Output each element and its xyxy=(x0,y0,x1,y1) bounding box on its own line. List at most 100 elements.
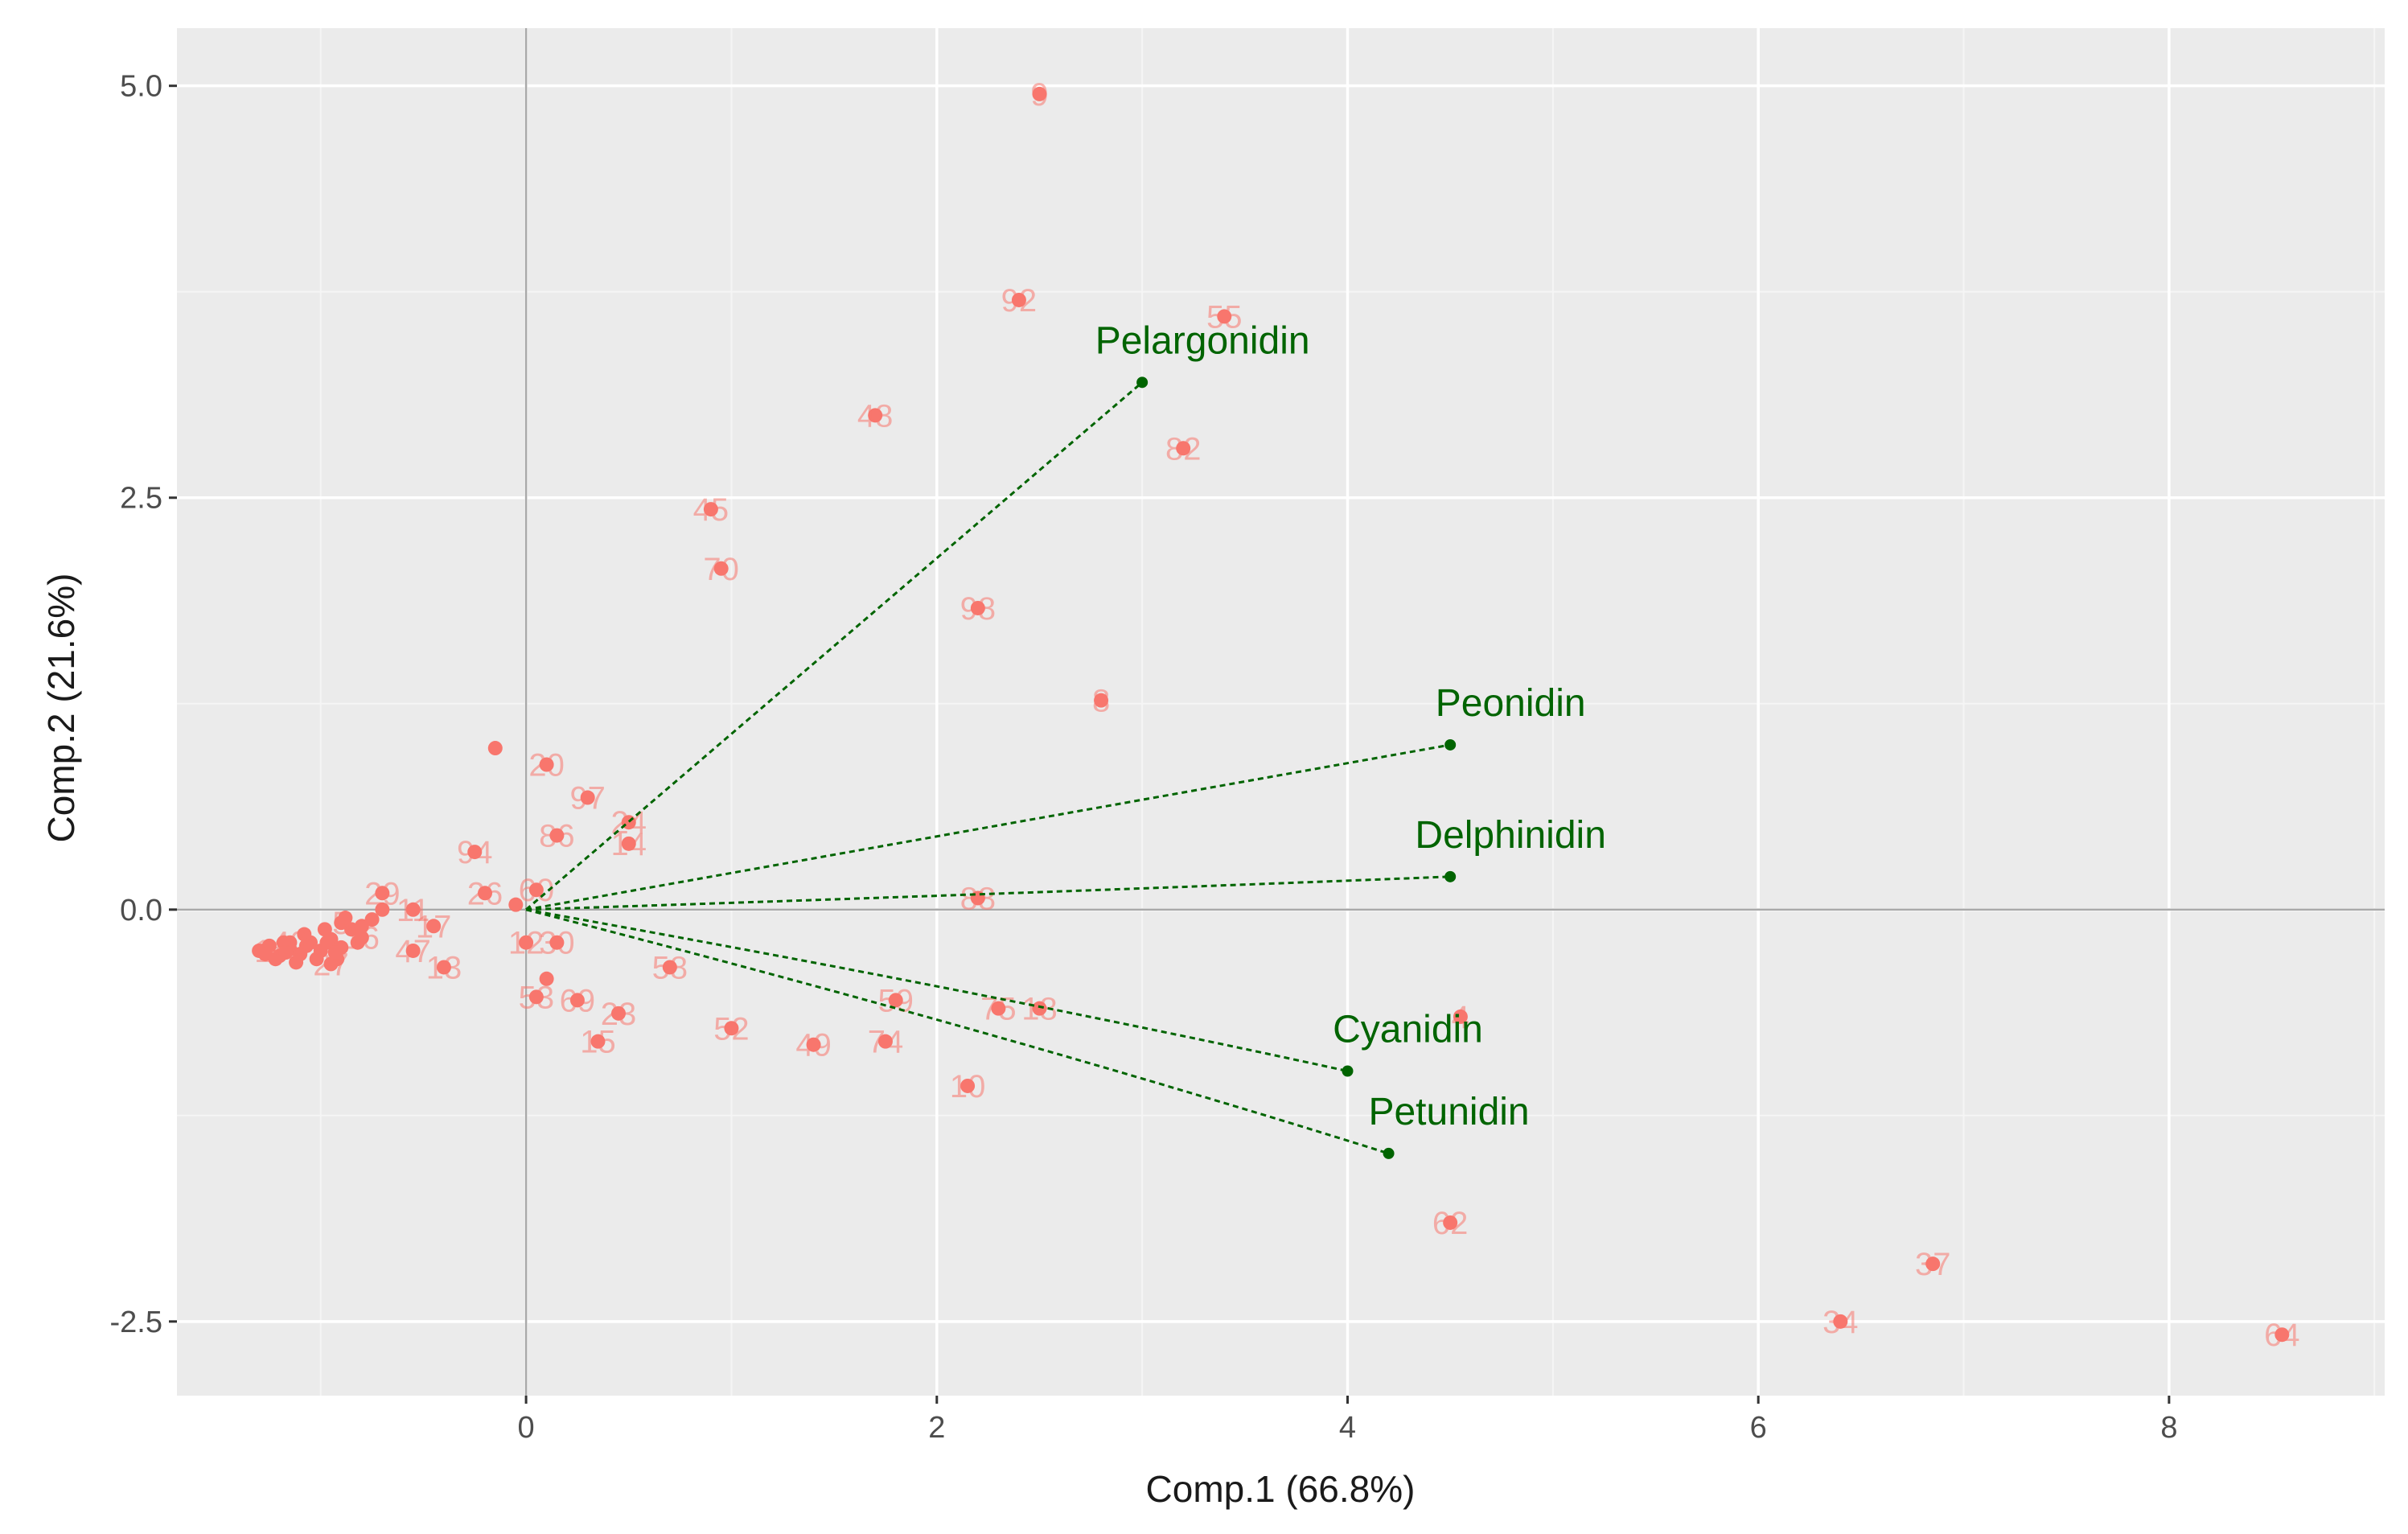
observation-point xyxy=(405,943,421,958)
observation-label: 4 xyxy=(1452,1000,1469,1035)
observation-label: 70 xyxy=(703,552,739,587)
loading-vector-tip xyxy=(1136,376,1149,389)
loading-labels: Pelargonidin Peonidin Delphinidin Cyanidin P… xyxy=(1095,319,1606,1133)
observation-point xyxy=(1217,309,1232,324)
observation-label: 62 xyxy=(1432,1206,1469,1241)
observation-point xyxy=(508,897,524,912)
observation-label: 17 xyxy=(416,909,452,944)
observation-label: 55 xyxy=(1206,299,1243,335)
observation-label: 15 xyxy=(580,1025,616,1060)
observation-point xyxy=(350,935,365,950)
observation-point xyxy=(1453,1009,1468,1024)
x-axis-ticks: 0 2 4 6 8 xyxy=(518,1396,2177,1445)
y-tick-label: 5.0 xyxy=(120,70,162,104)
observation-label: 94 xyxy=(457,835,493,870)
loading-vector xyxy=(525,381,1144,911)
loading-label: Delphinidin xyxy=(1415,814,1606,857)
loading-vector xyxy=(525,743,1451,911)
x-tick-label: 0 xyxy=(518,1411,535,1445)
observation-label: 82 xyxy=(1165,431,1202,467)
observation-point xyxy=(1032,1001,1047,1016)
observation-label: 49 xyxy=(795,1028,832,1063)
loading-vector xyxy=(525,908,1348,1072)
plot-panel xyxy=(177,28,2385,1396)
observation-point xyxy=(991,1001,1006,1016)
loading-label: Pelargonidin xyxy=(1095,319,1310,362)
x-tick-label: 8 xyxy=(2160,1411,2177,1445)
observation-point xyxy=(970,600,985,615)
observation-label: 69 xyxy=(560,983,596,1018)
observation-label: 97 xyxy=(569,781,606,816)
observation-point xyxy=(528,989,544,1005)
loading-vector xyxy=(525,908,1390,1155)
observation-point xyxy=(960,1078,976,1093)
observation-label: 74 xyxy=(868,1025,904,1060)
observation-point xyxy=(405,902,421,917)
minor-gridlines xyxy=(177,28,2385,1396)
observation-point xyxy=(868,408,883,423)
observation-point xyxy=(436,960,451,975)
observation-label: 45 xyxy=(693,492,729,528)
observation-label: 64 xyxy=(2264,1318,2300,1353)
x-tick-label: 6 xyxy=(1750,1411,1767,1445)
y-tick-label: 0.0 xyxy=(120,894,162,927)
observation-point xyxy=(662,960,677,975)
observation-point xyxy=(1176,441,1191,456)
observation-point xyxy=(354,919,369,934)
observation-point xyxy=(478,886,493,901)
y-tick-label: 2.5 xyxy=(120,482,162,516)
observation-point xyxy=(1833,1314,1848,1329)
observation-point xyxy=(2274,1327,2290,1343)
loading-vector-tip xyxy=(1342,1065,1354,1077)
observation-label: 12 xyxy=(508,926,544,961)
observation-label: 52 xyxy=(713,1011,750,1047)
observation-point xyxy=(1011,292,1026,307)
loading-label: Peonidin xyxy=(1436,682,1586,725)
loading-vector xyxy=(526,875,1451,911)
observation-label: 58 xyxy=(652,950,688,985)
observation-point xyxy=(289,955,304,970)
observation-point xyxy=(549,828,565,843)
x-tick-label: 4 xyxy=(1339,1411,1356,1445)
observation-point xyxy=(297,927,312,942)
observation-label: 26 xyxy=(467,876,503,911)
observation-label: 24 xyxy=(611,805,647,841)
observation-point xyxy=(1443,1215,1458,1230)
observation-label: 1 xyxy=(254,934,272,969)
observation-label: 30 xyxy=(539,926,575,961)
observation-point xyxy=(539,971,554,986)
observation-label: 13 xyxy=(426,950,462,985)
observation-label: 23 xyxy=(601,997,637,1032)
observation-label: 60 xyxy=(519,873,555,908)
observation-label: 9 xyxy=(1030,77,1048,113)
y-tick-label: -2.5 xyxy=(110,1306,162,1339)
observation-label: 37 xyxy=(1915,1247,1951,1282)
observation-label: 20 xyxy=(528,748,565,783)
observation-point xyxy=(1925,1256,1941,1272)
observation-point xyxy=(703,502,718,517)
loading-vector-tip xyxy=(1444,870,1457,882)
observation-label: 10 xyxy=(950,1069,986,1104)
observation-point xyxy=(549,935,565,950)
x-tick-label: 2 xyxy=(928,1411,945,1445)
observation-point xyxy=(375,886,390,901)
observation-point xyxy=(519,935,534,950)
observation-label: 88 xyxy=(960,881,996,916)
observation-point xyxy=(298,938,314,953)
observation-point xyxy=(724,1021,739,1036)
observation-point xyxy=(364,912,380,927)
observation-point xyxy=(713,561,729,576)
observation-label: 11 xyxy=(397,893,430,928)
loading-label: Petunidin xyxy=(1368,1091,1529,1133)
observation-point xyxy=(611,1006,626,1021)
observation-point xyxy=(621,836,636,851)
observation-label: 92 xyxy=(1001,283,1038,319)
observation-label: 86 xyxy=(539,819,575,854)
observation-label: 53 xyxy=(519,980,555,1015)
observation-point xyxy=(528,882,544,898)
observation-label: 8 xyxy=(1092,684,1110,719)
observation-point xyxy=(487,741,503,756)
observation-label: 47 xyxy=(395,934,431,969)
